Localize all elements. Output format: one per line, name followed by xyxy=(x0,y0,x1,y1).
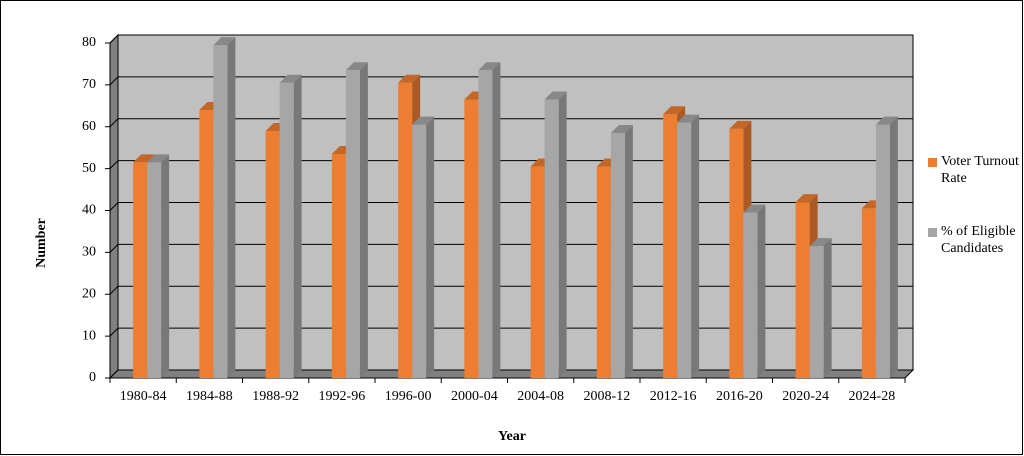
x-tick-label: 2000-04 xyxy=(451,389,498,404)
x-tick-label: 1980-84 xyxy=(120,389,167,404)
bar xyxy=(147,162,162,378)
x-tick-label: 2004-08 xyxy=(517,389,564,404)
bar xyxy=(729,128,744,378)
y-tick-label: 0 xyxy=(89,370,96,385)
bar-top xyxy=(729,120,752,129)
bar-side xyxy=(227,37,236,378)
bar xyxy=(544,99,559,378)
bar-top xyxy=(610,125,633,134)
bar xyxy=(663,114,678,378)
bar xyxy=(265,130,280,378)
bar-side xyxy=(492,62,501,378)
x-tick-label: 1992-96 xyxy=(319,389,366,404)
x-tick-label: 2020-24 xyxy=(782,389,829,404)
bar xyxy=(610,133,625,378)
y-tick-label: 40 xyxy=(82,203,96,218)
legend-label: % of Eligible Candidates xyxy=(941,224,1016,256)
legend-label: Voter Turnout Rate xyxy=(941,154,1019,186)
bar xyxy=(345,70,360,378)
bar-top xyxy=(544,91,567,100)
bar-top xyxy=(213,37,236,46)
bar xyxy=(464,99,479,378)
bar-top xyxy=(677,114,700,123)
bar xyxy=(478,70,493,378)
grid-line xyxy=(109,243,913,253)
grid-line xyxy=(109,34,913,44)
bar xyxy=(530,166,545,378)
bar-top xyxy=(279,74,302,83)
bar-top xyxy=(478,62,501,71)
bar-top xyxy=(412,116,435,125)
grid-line xyxy=(109,202,913,211)
bar-side xyxy=(426,116,435,378)
bar xyxy=(331,153,346,378)
y-tick-label: 20 xyxy=(82,286,96,301)
grid-line xyxy=(109,327,913,337)
bar xyxy=(133,162,148,378)
grid-line xyxy=(109,118,913,128)
bar xyxy=(809,246,824,378)
x-tick-label: 2008-12 xyxy=(584,389,631,404)
y-tick-label: 60 xyxy=(82,119,96,134)
y-tick-label: 50 xyxy=(82,161,96,176)
grid-line xyxy=(109,285,913,295)
bar-top xyxy=(133,154,156,163)
legend-entry: Voter Turnout Rate xyxy=(941,154,1019,186)
bar-side xyxy=(757,204,766,378)
legend-swatch xyxy=(928,228,937,237)
bar-side xyxy=(558,91,567,378)
bar xyxy=(398,82,413,378)
plot-area: 0 10 20 30 40 50 60 70 80 1980-84 1984-88 1988-92 19… xyxy=(82,33,915,404)
bar-side xyxy=(889,116,898,378)
x-tick-label: 1996-00 xyxy=(385,389,432,404)
bar-top xyxy=(147,154,170,163)
bar xyxy=(412,124,427,378)
x-axis-label: Year xyxy=(498,429,526,444)
bar-side xyxy=(624,125,633,378)
grid-line xyxy=(109,369,913,379)
grid-line xyxy=(109,76,913,86)
x-tick-label: 1988-92 xyxy=(252,389,299,404)
bar xyxy=(279,82,294,378)
y-axis-label: Number xyxy=(34,218,49,268)
y-tick-label: 70 xyxy=(82,77,96,92)
y-tick-label: 30 xyxy=(82,245,96,260)
bar-top xyxy=(663,106,686,115)
bar-top xyxy=(743,204,766,213)
x-tick-label: 2012-16 xyxy=(650,389,697,404)
x-tick-label: 1984-88 xyxy=(186,389,233,404)
y-tick-label: 10 xyxy=(82,328,96,343)
bar xyxy=(199,110,214,378)
grid-line xyxy=(109,160,913,169)
bar-side xyxy=(161,154,170,378)
bar-side xyxy=(823,238,832,378)
legend-swatch xyxy=(928,158,937,167)
bar-top xyxy=(809,238,832,247)
legend-entry: % of Eligible Candidates xyxy=(941,224,1016,256)
bar xyxy=(795,202,810,378)
x-tick-label: 2024-28 xyxy=(849,389,896,404)
bar xyxy=(596,166,611,378)
bar xyxy=(743,212,758,378)
bar-side xyxy=(293,74,302,378)
bar xyxy=(875,124,890,378)
bar-top xyxy=(795,194,818,203)
bar-side xyxy=(691,114,700,378)
y-tick-label: 80 xyxy=(82,35,96,50)
x-tick-label: 2016-20 xyxy=(716,389,763,404)
bar xyxy=(861,208,876,378)
bar-top xyxy=(875,116,898,125)
bar-side xyxy=(359,62,368,378)
bar-top xyxy=(398,74,421,83)
bar-top xyxy=(345,62,368,71)
bar xyxy=(213,45,228,378)
bar xyxy=(677,122,692,378)
